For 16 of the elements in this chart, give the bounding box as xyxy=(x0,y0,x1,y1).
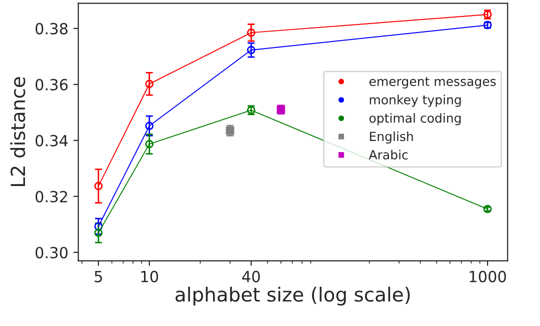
legend-label: emergent messages xyxy=(369,77,496,89)
x-tick-label: 10 xyxy=(141,270,158,282)
y-tick-label: 0.32 xyxy=(36,190,68,202)
y-tick-label: 0.30 xyxy=(36,246,68,258)
legend-label: monkey typing xyxy=(370,94,461,107)
x-tick-label: 1000 xyxy=(470,270,506,282)
y-tick-label: 0.34 xyxy=(36,134,68,146)
y-tick-label: 0.38 xyxy=(36,22,68,34)
legend-label: English xyxy=(370,131,413,144)
x-axis-title: alphabet size (log scale) xyxy=(176,286,410,306)
legend-label: optimal coding xyxy=(369,113,461,126)
y-tick-label: 0.36 xyxy=(36,78,68,90)
x-tick-label: 40 xyxy=(242,270,260,282)
legend-label: Arabic xyxy=(368,150,408,160)
y-axis-title: L2 distance xyxy=(10,77,26,186)
x-tick-label: 5 xyxy=(94,270,102,282)
